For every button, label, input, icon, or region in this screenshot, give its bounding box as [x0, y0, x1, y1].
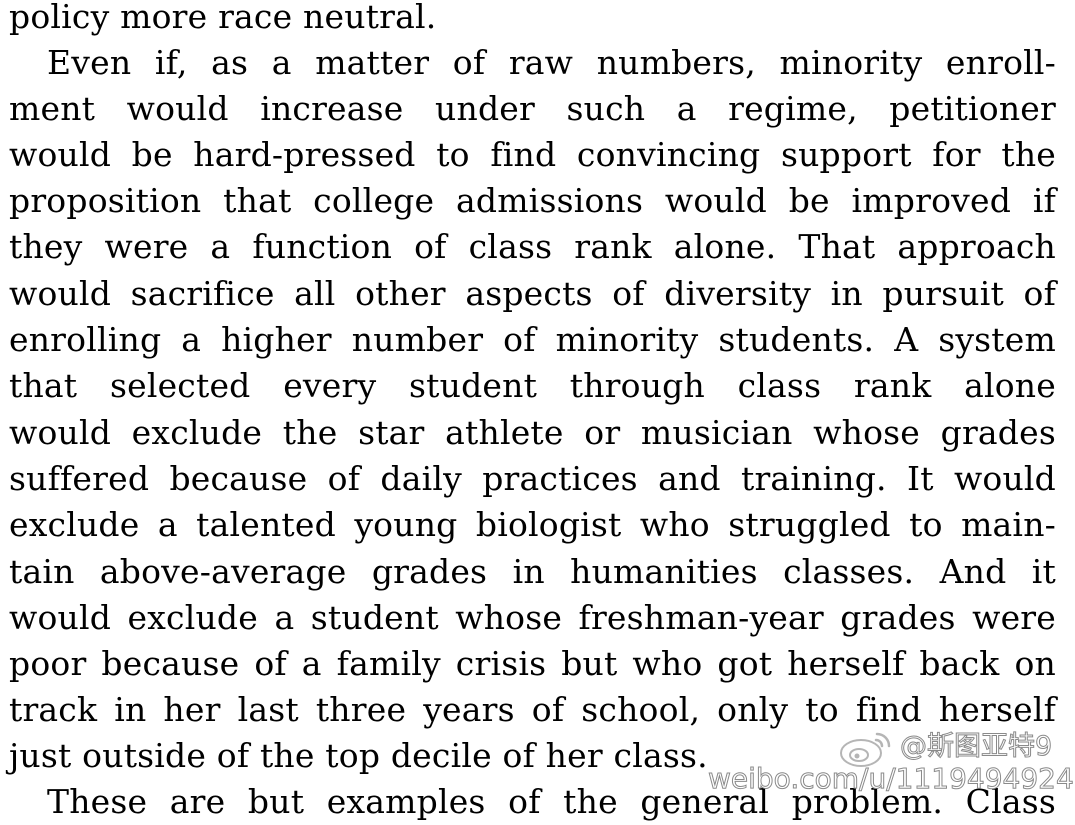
weibo-logo-icon — [840, 732, 891, 767]
text-line: poor because of a family crisis but who … — [9, 644, 1056, 683]
text-line: proposition that college admissions woul… — [9, 181, 1056, 220]
document-page: policy more race neutral. Even if, as a … — [9, 0, 1075, 821]
text-line: would exclude a student whose freshman-y… — [9, 598, 1056, 637]
text-line: would sacrifice all other aspects of div… — [9, 274, 1056, 313]
text-line: tain above-average grades in humanities … — [9, 552, 1056, 591]
text-line: ment would increase under such a regime,… — [9, 89, 1056, 128]
text-line: would be hard-pressed to find convincing… — [9, 135, 1056, 174]
text-line: exclude a talented young biologist who s… — [9, 505, 1056, 544]
text-line: that selected every student through clas… — [9, 366, 1056, 405]
watermark-url: weibo.com/u/1119494924 — [708, 762, 1075, 796]
text-line: just outside of the top decile of her cl… — [9, 736, 708, 775]
text-line: policy more race neutral. — [9, 0, 437, 36]
text-line: track in her last three years of school,… — [9, 690, 1056, 729]
text-line: suffered because of daily practices and … — [9, 459, 1056, 498]
text-line: would exclude the star athlete or musici… — [9, 413, 1056, 452]
text-line: they were a function of class rank alone… — [9, 227, 1056, 266]
watermark-handle: @斯图亚特9 — [899, 731, 1053, 763]
text-line: Even if, as a matter of raw numbers, min… — [47, 43, 1056, 82]
text-line: enrolling a higher number of minority st… — [9, 320, 1056, 359]
